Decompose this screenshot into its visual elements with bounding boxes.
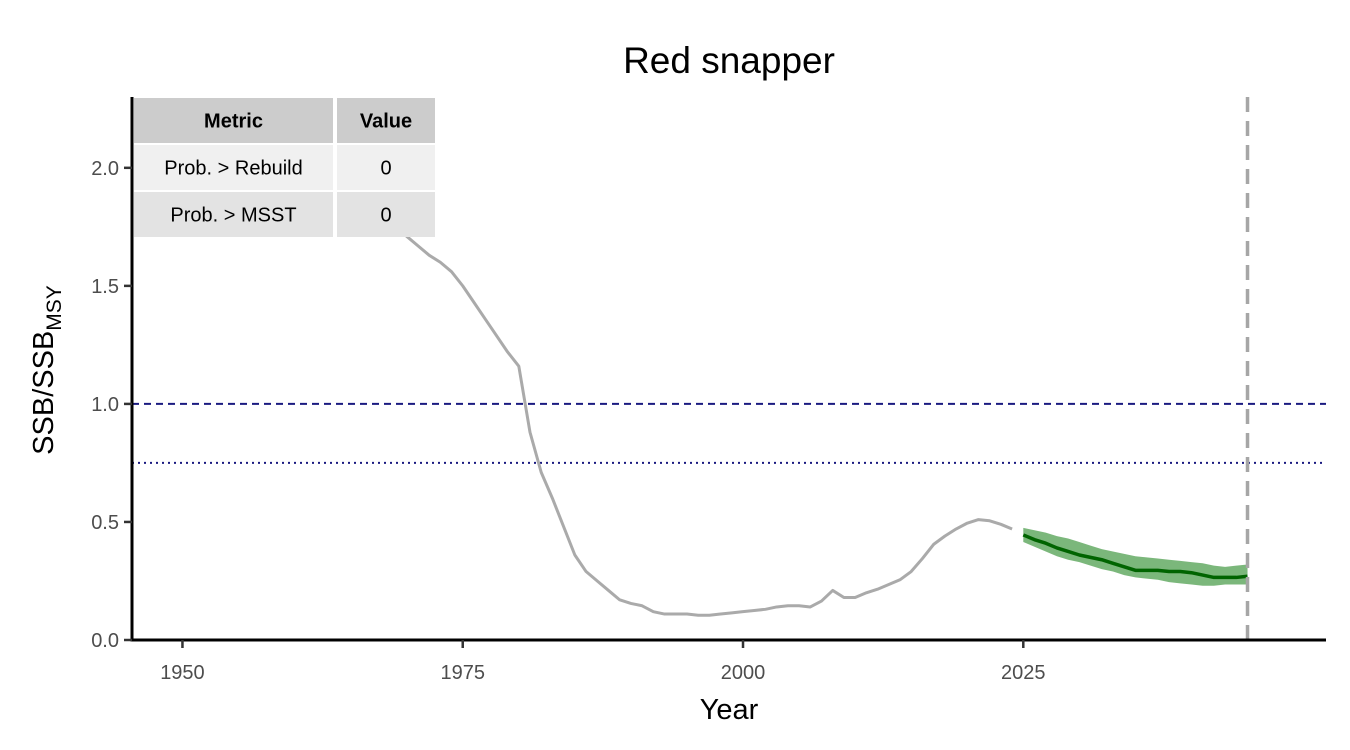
y-axis-title-main: SSB/SSB — [28, 331, 60, 455]
chart-title: Red snapper — [623, 40, 835, 81]
x-axis-title: Year — [700, 694, 759, 726]
x-tick-label: 1975 — [440, 662, 485, 684]
table-cell — [134, 145, 333, 190]
plot-area — [132, 97, 1326, 640]
table-cell-text: Prob. > Rebuild — [164, 158, 302, 180]
table-header-text: Value — [360, 111, 412, 133]
table-cell — [337, 145, 435, 190]
table-cell — [337, 192, 435, 237]
table-cell-text: 0 — [380, 205, 391, 227]
table-header-text: Metric — [204, 111, 263, 133]
x-tick-label: 2000 — [721, 662, 766, 684]
axes: 0.0 0.5 1.0 1.5 2.0 1950 1975 2000 2025 — [91, 97, 1326, 684]
x-tick-label: 2025 — [1001, 662, 1046, 684]
historical-series-line — [394, 227, 1013, 617]
table-header-cell — [337, 98, 435, 143]
y-tick-label: 1.0 — [91, 394, 119, 416]
y-axis-title-subscript: MSY — [43, 285, 66, 331]
metric-table: Metric Value Prob. > Rebuild 0 Prob. > MSST 0 — [134, 98, 435, 237]
table-cell-text: 0 — [380, 158, 391, 180]
y-axis-title: SSB/SSBMSY — [28, 285, 66, 455]
y-tick-label: 2.0 — [91, 158, 119, 180]
table-cell-text: Prob. > MSST — [170, 205, 296, 227]
y-tick-label: 0.0 — [91, 630, 119, 652]
table-cell — [134, 192, 333, 237]
projection-series-line — [1022, 533, 1248, 580]
y-tick-label: 1.5 — [91, 276, 119, 298]
x-tick-label: 1950 — [160, 662, 205, 684]
table-header-cell — [134, 98, 333, 143]
y-tick-label: 0.5 — [91, 512, 119, 534]
